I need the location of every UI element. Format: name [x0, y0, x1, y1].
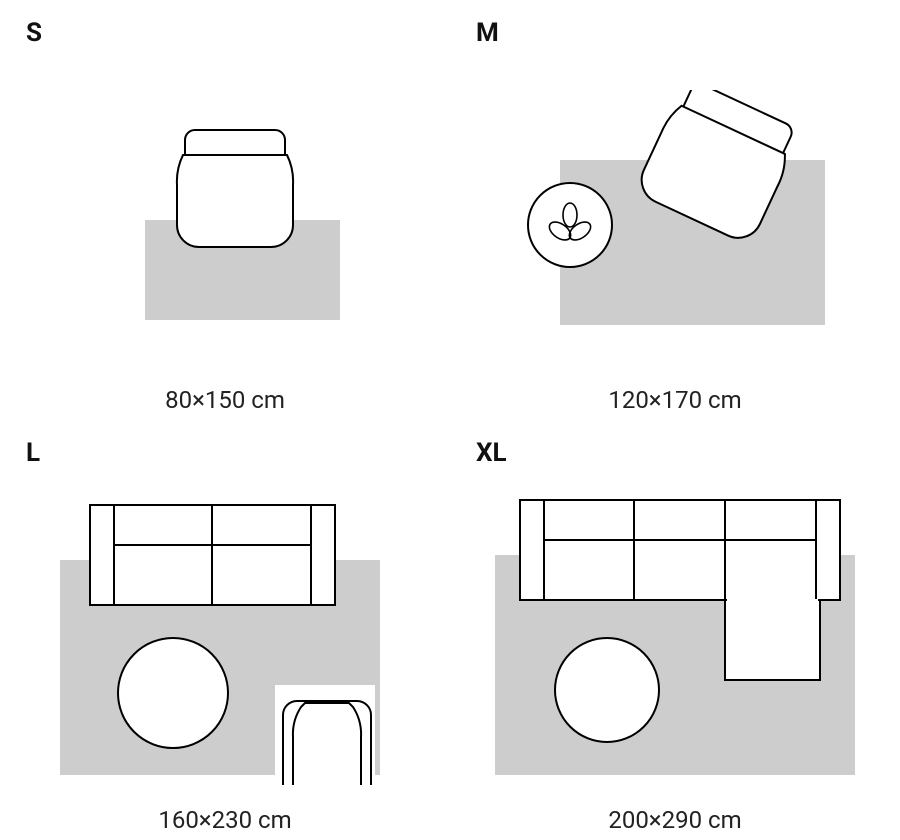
panel-m: M 120× — [450, 0, 900, 420]
chair-s — [177, 130, 293, 247]
panel-s: S 80×150 cm — [0, 0, 450, 420]
coffee-table-l — [118, 638, 228, 748]
diagram-s — [20, 50, 430, 380]
size-label-m: M — [476, 18, 499, 48]
diagram-m — [470, 50, 880, 380]
caption-s: 80×150 cm — [20, 386, 430, 414]
size-guide-grid: S 80×150 cm M — [0, 0, 900, 840]
side-table-m — [528, 183, 612, 267]
chair-l — [275, 685, 375, 785]
caption-l: 160×230 cm — [20, 806, 430, 834]
size-label-s: S — [26, 18, 42, 48]
size-label-xl: XL — [476, 438, 507, 468]
panel-xl: XL — [450, 420, 900, 840]
caption-m: 120×170 cm — [470, 386, 880, 414]
coffee-table-xl — [555, 638, 659, 742]
diagram-l — [20, 470, 430, 800]
panel-l: L — [0, 420, 450, 840]
sofa-l — [90, 505, 335, 605]
diagram-xl — [470, 470, 880, 800]
caption-xl: 200×290 cm — [470, 806, 880, 834]
size-label-l: L — [26, 438, 40, 468]
